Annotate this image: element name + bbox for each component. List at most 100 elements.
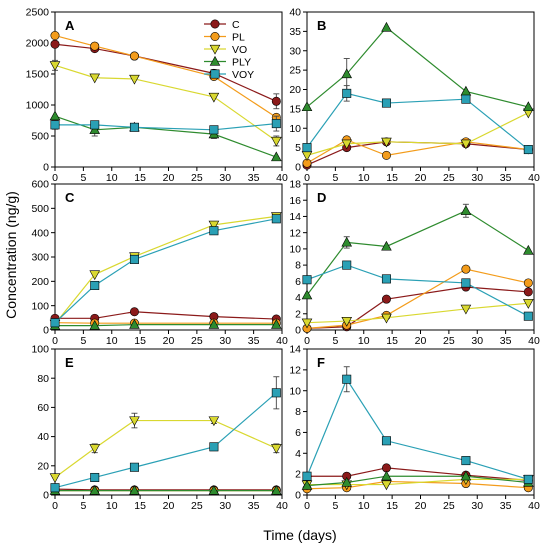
data-point (342, 374, 352, 384)
y-tick-label: 14 (289, 344, 301, 356)
y-tick-label: 5 (295, 142, 301, 154)
data-point (381, 150, 391, 160)
y-tick-label: 60 (37, 402, 49, 414)
data-point (381, 274, 391, 284)
x-tick-label: 30 (471, 335, 483, 347)
panel-c-frame (54, 183, 283, 331)
series-line (306, 302, 529, 324)
data-point (49, 110, 61, 121)
legend-marker (210, 69, 220, 79)
x-tick-label: 35 (500, 500, 512, 512)
x-tick-label: 0 (52, 335, 58, 347)
data-point (381, 436, 391, 446)
data-point (90, 280, 100, 290)
data-point (381, 21, 392, 32)
series-ply (49, 319, 282, 330)
legend-label: VOY (232, 69, 254, 81)
y-tick-label: 600 (31, 179, 49, 191)
data-point (381, 480, 392, 491)
y-tick-label: 30 (289, 45, 301, 57)
legend-marker (209, 44, 221, 55)
series-ply (49, 110, 282, 162)
data-point (208, 92, 220, 103)
x-tick-label: 20 (163, 335, 175, 347)
series-line (306, 210, 529, 296)
panel-label: C (65, 190, 75, 205)
x-tick-label: 40 (276, 335, 288, 347)
y-tick-label: 2500 (26, 7, 50, 19)
x-tick-label: 30 (219, 172, 231, 184)
legend-marker (210, 31, 220, 41)
panel-a-frame (54, 11, 283, 168)
data-point (208, 484, 220, 495)
data-point (523, 474, 533, 484)
data-point (301, 479, 313, 490)
series-line (306, 112, 529, 156)
data-point (460, 205, 472, 215)
x-tick-label: 5 (332, 500, 338, 512)
x-tick-label: 10 (106, 500, 118, 512)
series-line (306, 26, 529, 108)
x-tick-label: 15 (134, 500, 146, 512)
x-tick-label: 40 (528, 172, 540, 184)
x-tick-label: 10 (358, 500, 370, 512)
x-tick-label: 20 (163, 172, 175, 184)
data-point (129, 484, 140, 495)
data-point (129, 122, 139, 132)
x-tick-label: 10 (106, 172, 118, 184)
series-voy (50, 115, 281, 135)
y-tick-label: 4 (295, 448, 301, 460)
data-point (271, 484, 282, 495)
data-point (90, 472, 100, 482)
data-point (49, 61, 61, 71)
data-point (381, 294, 391, 304)
data-point (89, 319, 101, 330)
x-tick-label: 15 (134, 172, 146, 184)
data-point (302, 143, 312, 153)
data-point (460, 85, 472, 96)
x-tick-label: 5 (332, 172, 338, 184)
series-voy (50, 376, 281, 493)
data-point (129, 319, 140, 329)
y-tick-label: 25 (289, 65, 301, 77)
x-tick-label: 0 (304, 500, 310, 512)
data-point (129, 416, 140, 427)
y-tick-label: 40 (37, 431, 49, 443)
data-point (381, 137, 392, 148)
y-tick-label: 0 (295, 325, 301, 337)
x-tick-label: 5 (80, 172, 86, 184)
x-tick-label: 25 (443, 335, 455, 347)
data-point (341, 68, 353, 79)
series-line (54, 392, 277, 489)
panel-d: 0 5 10 15 20 25 30 35 40 0 2 4 6 8 10 12 14 16 18 D (289, 179, 540, 347)
y-tick-label: 4 (295, 292, 301, 304)
x-tick-label: 35 (248, 172, 260, 184)
data-point (129, 462, 139, 472)
panel-f-frame (306, 348, 535, 496)
series-ply (301, 203, 534, 300)
series-ply (301, 470, 534, 490)
legend-marker (209, 55, 221, 66)
data-point (461, 456, 471, 466)
y-tick-label: 2 (295, 308, 301, 320)
data-point (342, 260, 352, 270)
legend-label: C (232, 19, 240, 31)
x-tick-label: 40 (528, 500, 540, 512)
y-tick-label: 8 (295, 260, 301, 272)
x-tick-label: 35 (248, 500, 260, 512)
series-line (54, 115, 277, 158)
data-point (271, 214, 281, 224)
data-point (461, 94, 471, 104)
x-tick-label: 30 (219, 335, 231, 347)
x-tick-label: 0 (304, 335, 310, 347)
y-tick-label: 0 (295, 490, 301, 502)
data-point (341, 476, 353, 487)
panel-label: B (317, 18, 326, 33)
x-axis-title: Time (days) (263, 527, 336, 543)
data-point (381, 98, 391, 108)
data-point (381, 470, 392, 481)
y-tick-label: 80 (37, 373, 49, 385)
